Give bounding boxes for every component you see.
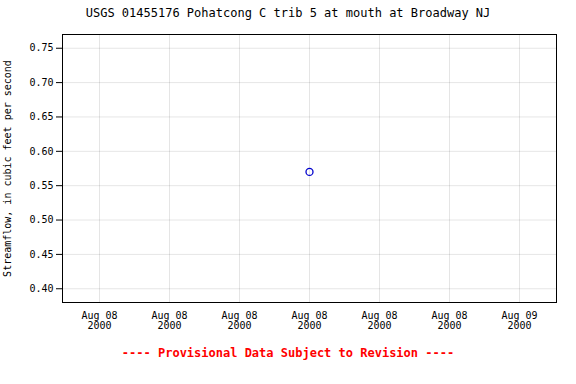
svg-text:Aug 082000: Aug 082000 [431, 310, 467, 331]
svg-text:Aug 082000: Aug 082000 [151, 310, 187, 331]
svg-text:Aug 082000: Aug 082000 [291, 310, 327, 331]
svg-text:0.40: 0.40 [29, 283, 53, 294]
svg-text:0.45: 0.45 [29, 249, 53, 260]
svg-text:0.50: 0.50 [29, 214, 53, 225]
svg-text:0.60: 0.60 [29, 146, 53, 157]
svg-text:Aug 082000: Aug 082000 [361, 310, 397, 331]
svg-text:Streamflow, in cubic feet per: Streamflow, in cubic feet per second [2, 60, 13, 277]
svg-text:0.75: 0.75 [29, 42, 53, 53]
svg-text:0.55: 0.55 [29, 180, 53, 191]
html-text:USGS 01455176 Pohatcong C trib: USGS 01455176 Pohatcong C trib 5 at mout… [85, 6, 491, 20]
svg-text:Aug 082000: Aug 082000 [221, 310, 257, 331]
html-text:---- Provisional Data Subject: ---- Provisional Data Subject to Revisio… [121, 346, 455, 360]
svg-text:Aug 092000: Aug 092000 [501, 310, 537, 331]
svg-text:Aug 082000: Aug 082000 [81, 310, 117, 331]
svg-text:0.70: 0.70 [29, 77, 53, 88]
svg-text:0.65: 0.65 [29, 111, 53, 122]
